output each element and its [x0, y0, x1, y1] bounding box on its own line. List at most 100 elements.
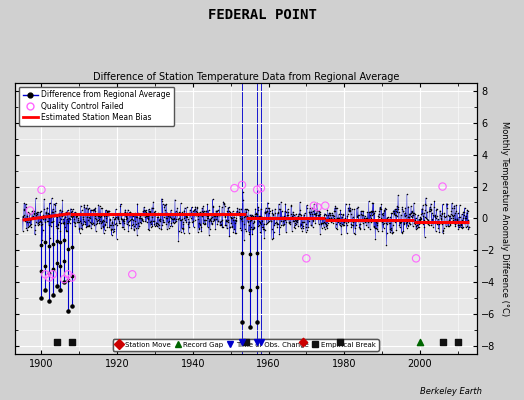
Point: [442, 220, 450, 226]
Point: [280, 220, 289, 227]
Point: [249, 225, 258, 232]
Point: [311, 207, 319, 213]
Point: [72, 219, 81, 225]
Point: [400, 220, 409, 227]
Point: [365, 198, 373, 204]
Point: [69, 206, 77, 212]
Point: [259, 226, 268, 232]
Point: [205, 232, 213, 238]
Point: [459, 215, 467, 222]
Point: [308, 224, 316, 230]
Point: [308, 204, 316, 211]
Point: [38, 237, 47, 244]
Point: [180, 229, 188, 236]
Point: [414, 224, 423, 230]
Point: [255, 220, 264, 226]
Point: [345, 207, 354, 214]
Point: [298, 227, 307, 234]
Point: [63, 216, 71, 222]
Point: [297, 222, 305, 228]
Point: [453, 339, 462, 345]
Point: [343, 222, 351, 228]
Point: [191, 211, 199, 218]
Point: [169, 212, 178, 218]
Point: [111, 214, 119, 221]
Point: [127, 215, 135, 222]
Point: [335, 216, 343, 223]
Point: [374, 216, 383, 222]
Point: [171, 208, 180, 215]
Point: [292, 218, 300, 224]
Point: [98, 205, 106, 212]
Point: [323, 206, 332, 213]
Point: [359, 208, 367, 214]
Point: [52, 214, 61, 220]
Point: [373, 222, 381, 228]
Point: [126, 209, 135, 215]
Point: [157, 226, 166, 232]
Point: [429, 220, 437, 226]
Point: [390, 210, 398, 216]
Point: [455, 222, 463, 228]
Point: [346, 204, 354, 211]
Point: [279, 222, 287, 228]
Point: [112, 220, 121, 226]
Point: [48, 218, 56, 225]
Point: [99, 223, 107, 229]
Point: [292, 211, 300, 217]
Point: [330, 212, 338, 219]
Point: [65, 210, 73, 216]
Point: [166, 215, 174, 221]
Point: [377, 210, 386, 217]
Point: [141, 214, 149, 220]
Point: [201, 220, 209, 227]
Point: [75, 224, 83, 231]
Point: [338, 215, 346, 222]
Point: [188, 204, 196, 210]
Point: [238, 319, 246, 326]
Point: [374, 213, 383, 220]
Point: [60, 257, 68, 264]
Point: [441, 219, 450, 226]
Point: [446, 222, 455, 228]
Point: [111, 216, 119, 222]
Point: [101, 220, 110, 227]
Point: [424, 222, 433, 228]
Point: [274, 221, 282, 227]
Point: [460, 220, 468, 226]
Point: [319, 220, 327, 226]
Point: [464, 226, 473, 232]
Point: [303, 202, 311, 209]
Point: [170, 214, 179, 221]
Point: [435, 229, 443, 236]
Point: [172, 216, 180, 222]
Point: [208, 214, 216, 220]
Point: [79, 212, 87, 218]
Point: [311, 211, 319, 217]
Point: [90, 214, 99, 221]
Point: [125, 218, 133, 224]
Point: [146, 218, 155, 225]
Point: [160, 202, 169, 208]
Point: [140, 204, 148, 210]
Point: [225, 224, 234, 230]
Point: [351, 216, 359, 222]
Point: [253, 284, 261, 290]
Point: [308, 215, 316, 221]
Point: [224, 204, 232, 211]
Point: [373, 226, 381, 232]
Point: [110, 226, 118, 232]
Point: [198, 205, 206, 211]
Point: [399, 208, 407, 214]
Point: [37, 242, 46, 248]
Point: [284, 209, 292, 215]
Point: [231, 216, 239, 223]
Point: [243, 212, 251, 219]
Point: [280, 215, 288, 222]
Point: [463, 207, 471, 213]
Point: [88, 212, 96, 218]
Point: [233, 210, 242, 216]
Point: [358, 216, 367, 222]
Point: [359, 212, 367, 218]
Point: [313, 204, 322, 210]
